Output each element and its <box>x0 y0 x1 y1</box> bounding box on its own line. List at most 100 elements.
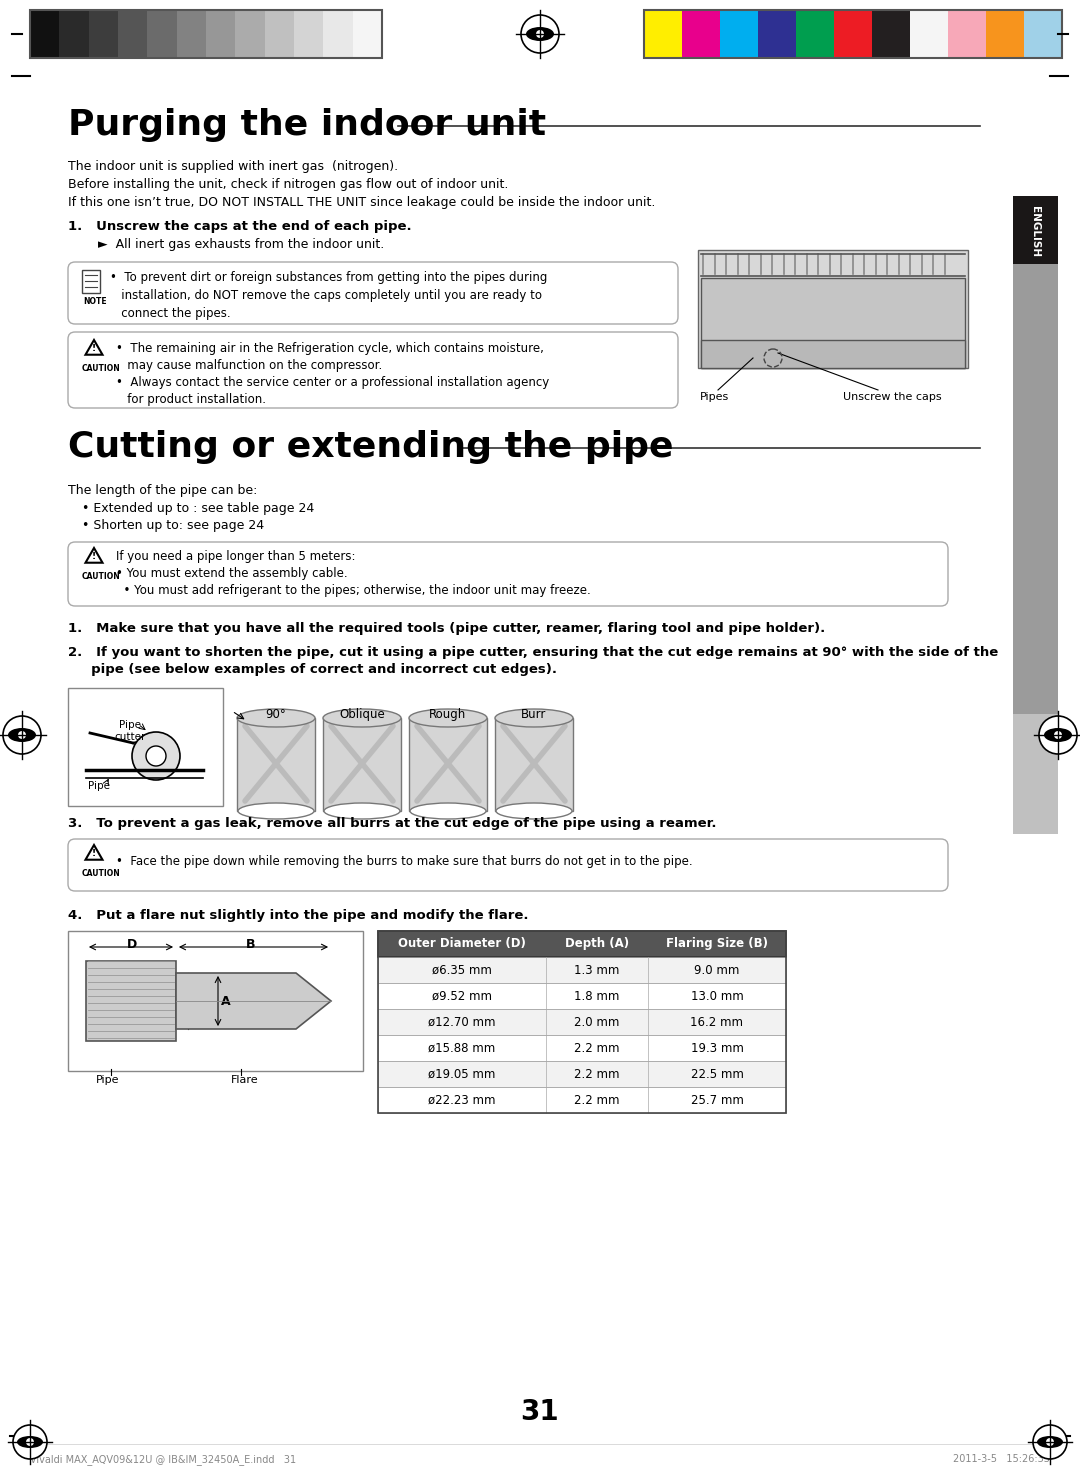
Text: CAUTION: CAUTION <box>82 573 121 582</box>
Text: ø19.05 mm: ø19.05 mm <box>429 1067 496 1080</box>
Bar <box>409 717 487 810</box>
Text: 1.   Make sure that you have all the required tools (pipe cutter, reamer, flarin: 1. Make sure that you have all the requi… <box>68 621 825 635</box>
Ellipse shape <box>237 708 315 728</box>
Text: Vivaldi MAX_AQV09&12U @ IB&IM_32450A_E.indd   31: Vivaldi MAX_AQV09&12U @ IB&IM_32450A_E.i… <box>30 1454 296 1464</box>
Text: 22.5 mm: 22.5 mm <box>690 1067 743 1080</box>
Circle shape <box>1047 1438 1054 1446</box>
Text: • You must add refrigerant to the pipes; otherwise, the indoor unit may freeze.: • You must add refrigerant to the pipes;… <box>116 584 591 596</box>
Text: 1.3 mm: 1.3 mm <box>575 964 620 977</box>
Bar <box>910 10 948 58</box>
Bar <box>758 10 796 58</box>
Bar <box>986 10 1024 58</box>
Text: 2.2 mm: 2.2 mm <box>575 1042 620 1054</box>
Text: may cause malfunction on the compressor.: may cause malfunction on the compressor. <box>116 359 382 372</box>
Text: installation, do NOT remove the caps completely until you are ready to: installation, do NOT remove the caps com… <box>110 289 542 303</box>
Bar <box>1013 196 1058 264</box>
Ellipse shape <box>409 708 487 728</box>
Circle shape <box>521 15 559 53</box>
Ellipse shape <box>1044 728 1072 742</box>
Text: •  The remaining air in the Refrigeration cycle, which contains moisture,: • The remaining air in the Refrigeration… <box>116 342 544 356</box>
Text: Depth (A): Depth (A) <box>565 937 629 951</box>
Bar <box>378 1010 786 1035</box>
FancyBboxPatch shape <box>68 838 948 892</box>
Text: Pipe
cutter: Pipe cutter <box>114 720 146 741</box>
Bar <box>1013 714 1058 834</box>
FancyBboxPatch shape <box>68 332 678 407</box>
Text: Pipe: Pipe <box>96 1075 120 1085</box>
Bar <box>237 717 315 810</box>
Text: 2.2 mm: 2.2 mm <box>575 1067 620 1080</box>
Text: 2.2 mm: 2.2 mm <box>575 1094 620 1107</box>
Bar <box>378 931 786 1113</box>
Bar <box>30 10 382 58</box>
Text: Flare: Flare <box>231 1075 258 1085</box>
Bar <box>834 10 872 58</box>
Ellipse shape <box>410 803 486 819</box>
Bar <box>1013 264 1058 714</box>
Text: 1.8 mm: 1.8 mm <box>575 989 620 1002</box>
Text: D: D <box>127 939 137 951</box>
Text: •  To prevent dirt or foreign substances from getting into the pipes during: • To prevent dirt or foreign substances … <box>110 272 548 283</box>
Circle shape <box>536 30 544 38</box>
Bar <box>378 1061 786 1086</box>
Ellipse shape <box>496 803 572 819</box>
Ellipse shape <box>238 803 314 819</box>
FancyBboxPatch shape <box>68 542 948 607</box>
Ellipse shape <box>324 803 400 819</box>
Ellipse shape <box>323 708 401 728</box>
Text: Oblique: Oblique <box>339 708 384 720</box>
Bar <box>701 339 966 368</box>
Bar <box>701 277 966 368</box>
Text: Burr: Burr <box>522 708 546 720</box>
Text: Unscrew the caps: Unscrew the caps <box>843 393 942 401</box>
Circle shape <box>1039 716 1077 754</box>
Text: 31: 31 <box>521 1398 559 1426</box>
Text: 1.   Unscrew the caps at the end of each pipe.: 1. Unscrew the caps at the end of each p… <box>68 220 411 233</box>
Text: Rough: Rough <box>430 708 467 720</box>
Text: 16.2 mm: 16.2 mm <box>690 1015 743 1029</box>
Text: 2.0 mm: 2.0 mm <box>575 1015 620 1029</box>
Bar <box>147 10 177 58</box>
Text: pipe (see below examples of correct and incorrect cut edges).: pipe (see below examples of correct and … <box>68 663 557 676</box>
Bar <box>378 956 786 983</box>
Bar <box>378 1086 786 1113</box>
Text: NOTE: NOTE <box>83 297 107 306</box>
Text: 4.   Put a flare nut slightly into the pipe and modify the flare.: 4. Put a flare nut slightly into the pip… <box>68 909 528 922</box>
Text: Cutting or extending the pipe: Cutting or extending the pipe <box>68 430 674 463</box>
Text: • Shorten up to: see page 24: • Shorten up to: see page 24 <box>82 520 265 531</box>
Bar <box>68 688 222 806</box>
Bar <box>796 10 834 58</box>
Text: Before installing the unit, check if nitrogen gas flow out of indoor unit.: Before installing the unit, check if nit… <box>68 179 509 190</box>
Bar <box>86 961 176 1041</box>
Text: The indoor unit is supplied with inert gas  (nitrogen).: The indoor unit is supplied with inert g… <box>68 159 399 173</box>
Circle shape <box>146 745 166 766</box>
Bar <box>235 10 265 58</box>
Bar <box>323 717 401 810</box>
Bar <box>177 10 206 58</box>
Text: !: ! <box>92 344 96 353</box>
Bar <box>353 10 382 58</box>
Ellipse shape <box>17 1436 43 1448</box>
Bar <box>948 10 986 58</box>
Text: 9.0 mm: 9.0 mm <box>694 964 740 977</box>
Circle shape <box>26 1438 33 1446</box>
Text: ø22.23 mm: ø22.23 mm <box>429 1094 496 1107</box>
Text: ø12.70 mm: ø12.70 mm <box>429 1015 496 1029</box>
Text: 25.7 mm: 25.7 mm <box>690 1094 743 1107</box>
Bar <box>1024 10 1062 58</box>
Text: •  Face the pipe down while removing the burrs to make sure that burrs do not ge: • Face the pipe down while removing the … <box>116 855 692 868</box>
Text: ENGLISH: ENGLISH <box>1030 207 1040 258</box>
Bar <box>644 10 681 58</box>
Bar <box>378 931 786 956</box>
FancyBboxPatch shape <box>68 263 678 325</box>
Bar <box>681 10 720 58</box>
Bar <box>82 270 100 294</box>
Circle shape <box>1032 1424 1067 1458</box>
Circle shape <box>132 732 180 779</box>
Text: ►  All inert gas exhausts from the indoor unit.: ► All inert gas exhausts from the indoor… <box>98 238 384 251</box>
Text: 3.   To prevent a gas leak, remove all burrs at the cut edge of the pipe using a: 3. To prevent a gas leak, remove all bur… <box>68 818 716 830</box>
Bar <box>495 717 573 810</box>
Text: CAUTION: CAUTION <box>82 365 121 373</box>
Text: If you need a pipe longer than 5 meters:: If you need a pipe longer than 5 meters: <box>116 551 355 562</box>
Text: Purging the indoor unit: Purging the indoor unit <box>68 108 546 142</box>
